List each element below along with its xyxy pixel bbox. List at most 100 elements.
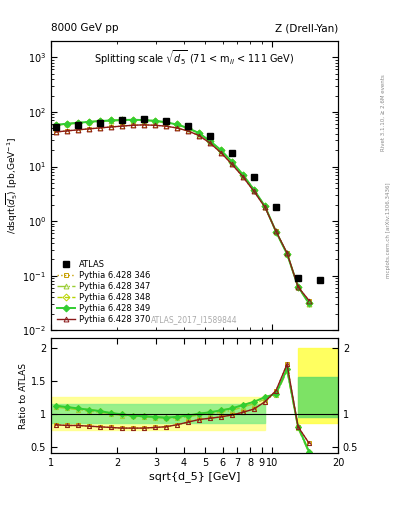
Pythia 6.428 346 — [75, 127, 80, 133]
ATLAS — [185, 123, 190, 129]
Text: Splitting scale $\sqrt{d_5}$ (71 < m$_{ll}$ < 111 GeV): Splitting scale $\sqrt{d_5}$ (71 < m$_{l… — [94, 48, 295, 67]
Pythia 6.428 347 — [130, 117, 135, 123]
Pythia 6.428 370 — [274, 228, 278, 234]
ATLAS — [141, 116, 146, 122]
Line: ATLAS: ATLAS — [53, 116, 323, 283]
Pythia 6.428 370 — [53, 129, 58, 135]
Pythia 6.428 347 — [152, 118, 157, 124]
Pythia 6.428 347 — [307, 301, 311, 307]
Pythia 6.428 347 — [53, 122, 58, 129]
Pythia 6.428 348 — [241, 172, 245, 178]
Pythia 6.428 348 — [64, 121, 69, 127]
Pythia 6.428 347 — [230, 159, 234, 165]
ATLAS — [252, 174, 256, 180]
Pythia 6.428 346 — [219, 150, 223, 156]
Pythia 6.428 348 — [285, 251, 289, 257]
Pythia 6.428 346 — [208, 140, 212, 146]
Pythia 6.428 347 — [141, 117, 146, 123]
Pythia 6.428 346 — [141, 122, 146, 128]
ATLAS — [163, 118, 168, 124]
Pythia 6.428 347 — [75, 120, 80, 126]
Pythia 6.428 348 — [196, 130, 201, 136]
Pythia 6.428 349 — [141, 117, 146, 123]
Pythia 6.428 348 — [208, 138, 212, 144]
Pythia 6.428 370 — [152, 122, 157, 129]
Line: Pythia 6.428 347: Pythia 6.428 347 — [53, 118, 312, 307]
Text: mcplots.cern.ch [arXiv:1306.3436]: mcplots.cern.ch [arXiv:1306.3436] — [386, 183, 391, 278]
Pythia 6.428 346 — [86, 126, 91, 132]
Bar — [51, 404, 265, 423]
Pythia 6.428 370 — [86, 126, 91, 132]
Pythia 6.428 348 — [119, 117, 124, 123]
ATLAS — [296, 275, 300, 281]
Pythia 6.428 346 — [108, 124, 113, 130]
Text: 8000 GeV pp: 8000 GeV pp — [51, 23, 119, 33]
Bar — [51, 397, 265, 430]
Pythia 6.428 346 — [119, 123, 124, 129]
Y-axis label: d$\sigma$
/dsqrt($\overline{d_5}$) [pb,GeV$^{-1}$]: d$\sigma$ /dsqrt($\overline{d_5}$) [pb,G… — [0, 137, 20, 234]
Pythia 6.428 349 — [174, 121, 179, 127]
Pythia 6.428 370 — [285, 250, 289, 256]
ATLAS — [75, 122, 80, 128]
Pythia 6.428 346 — [64, 128, 69, 134]
Pythia 6.428 348 — [252, 187, 256, 193]
Pythia 6.428 349 — [252, 187, 256, 193]
Pythia 6.428 349 — [196, 130, 201, 136]
Pythia 6.428 349 — [119, 117, 124, 123]
Pythia 6.428 349 — [64, 121, 69, 127]
Pythia 6.428 348 — [152, 118, 157, 124]
Pythia 6.428 347 — [86, 119, 91, 125]
ATLAS — [119, 117, 124, 123]
Pythia 6.428 346 — [152, 122, 157, 129]
Pythia 6.428 349 — [130, 117, 135, 123]
ATLAS — [230, 150, 234, 156]
ATLAS — [208, 133, 212, 139]
ATLAS — [274, 204, 278, 210]
Pythia 6.428 346 — [97, 125, 102, 131]
Pythia 6.428 349 — [75, 120, 80, 126]
ATLAS — [53, 124, 58, 131]
Pythia 6.428 349 — [296, 284, 300, 290]
Pythia 6.428 349 — [97, 118, 102, 124]
Pythia 6.428 349 — [152, 118, 157, 124]
Pythia 6.428 348 — [174, 121, 179, 127]
Pythia 6.428 346 — [285, 250, 289, 256]
Pythia 6.428 349 — [263, 203, 267, 209]
ATLAS — [318, 276, 323, 283]
Pythia 6.428 346 — [185, 128, 190, 134]
Pythia 6.428 370 — [163, 123, 168, 129]
Pythia 6.428 346 — [263, 204, 267, 210]
Pythia 6.428 348 — [108, 117, 113, 123]
Pythia 6.428 349 — [53, 122, 58, 128]
Pythia 6.428 348 — [263, 203, 267, 209]
Pythia 6.428 346 — [196, 133, 201, 139]
Pythia 6.428 347 — [252, 187, 256, 193]
Pythia 6.428 349 — [208, 138, 212, 144]
Pythia 6.428 349 — [108, 117, 113, 123]
Pythia 6.428 348 — [185, 125, 190, 131]
Y-axis label: Ratio to ATLAS: Ratio to ATLAS — [19, 362, 28, 429]
Pythia 6.428 347 — [174, 122, 179, 128]
Pythia 6.428 348 — [86, 119, 91, 125]
Pythia 6.428 349 — [163, 119, 168, 125]
Pythia 6.428 348 — [296, 284, 300, 290]
Pythia 6.428 370 — [230, 161, 234, 167]
Text: ATLAS_2017_I1589844: ATLAS_2017_I1589844 — [151, 315, 238, 325]
Text: Z (Drell-Yan): Z (Drell-Yan) — [275, 23, 338, 33]
Pythia 6.428 370 — [196, 133, 201, 139]
Pythia 6.428 347 — [185, 125, 190, 132]
Pythia 6.428 349 — [86, 119, 91, 125]
Pythia 6.428 370 — [130, 122, 135, 129]
Bar — [298, 348, 338, 423]
Pythia 6.428 370 — [97, 125, 102, 131]
Pythia 6.428 349 — [274, 228, 278, 234]
X-axis label: sqrt{d_5} [GeV]: sqrt{d_5} [GeV] — [149, 471, 240, 482]
Pythia 6.428 346 — [274, 228, 278, 234]
Pythia 6.428 347 — [263, 203, 267, 209]
Pythia 6.428 348 — [274, 228, 278, 234]
Pythia 6.428 346 — [296, 284, 300, 290]
Pythia 6.428 347 — [196, 131, 201, 137]
Pythia 6.428 347 — [274, 229, 278, 235]
Pythia 6.428 370 — [307, 297, 311, 304]
Line: Pythia 6.428 370: Pythia 6.428 370 — [53, 122, 312, 303]
